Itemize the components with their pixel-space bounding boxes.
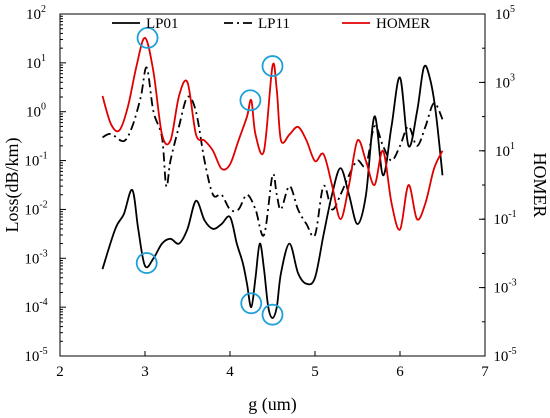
x-tick-label: 5 — [311, 364, 319, 380]
y-tick-label: 10-5 — [24, 346, 47, 365]
x-tick-label: 2 — [56, 364, 64, 380]
x-tick-label: 4 — [226, 364, 234, 380]
x-axis-title: g (um) — [248, 394, 297, 415]
highlight-circle — [261, 303, 284, 326]
legend-label-lp01: LP01 — [146, 16, 179, 32]
y-tick-label: 10-4 — [24, 297, 47, 316]
highlight-circle — [261, 55, 284, 77]
y-tick-label: 102 — [26, 4, 46, 23]
legend: LP01 LP11 HOMER — [112, 16, 430, 32]
x-tick-label: 6 — [396, 364, 404, 380]
y2-tick-label: 10-1 — [493, 209, 516, 228]
highlight-circle — [135, 252, 158, 274]
highlight-group — [135, 27, 284, 326]
highlight-circle — [136, 27, 159, 49]
series-group — [101, 36, 444, 319]
series-line-lp01 — [101, 64, 444, 319]
y-tick-label: 100 — [26, 102, 46, 121]
highlight-circle — [239, 89, 262, 112]
series-line-lp11 — [102, 66, 444, 238]
x-tick-label: 3 — [141, 364, 149, 380]
y-tick-label: 10-1 — [24, 151, 47, 170]
highlight-circle — [240, 292, 263, 315]
y-tick-label: 101 — [26, 53, 46, 72]
tick-group: 2 3 4 5 6 710-510-410-310-210-110010110210-51… — [24, 4, 516, 380]
y2-tick-label: 10-5 — [493, 346, 516, 365]
y2-tick-label: 10-3 — [493, 278, 516, 297]
y-tick-label: 10-3 — [24, 248, 47, 267]
x-tick-label: 7 — [481, 364, 489, 380]
y2-axis-title: HOMER — [530, 152, 550, 217]
y2-tick-label: 101 — [495, 141, 515, 160]
legend-label-lp11: LP11 — [258, 16, 290, 32]
y-tick-label: 10-2 — [24, 199, 47, 218]
series-line-homer — [101, 36, 444, 231]
y2-tick-label: 103 — [495, 72, 515, 91]
y2-tick-label: 105 — [495, 4, 515, 23]
legend-label-homer: HOMER — [376, 16, 430, 32]
y-axis-title: Loss(dB/km) — [2, 137, 23, 232]
